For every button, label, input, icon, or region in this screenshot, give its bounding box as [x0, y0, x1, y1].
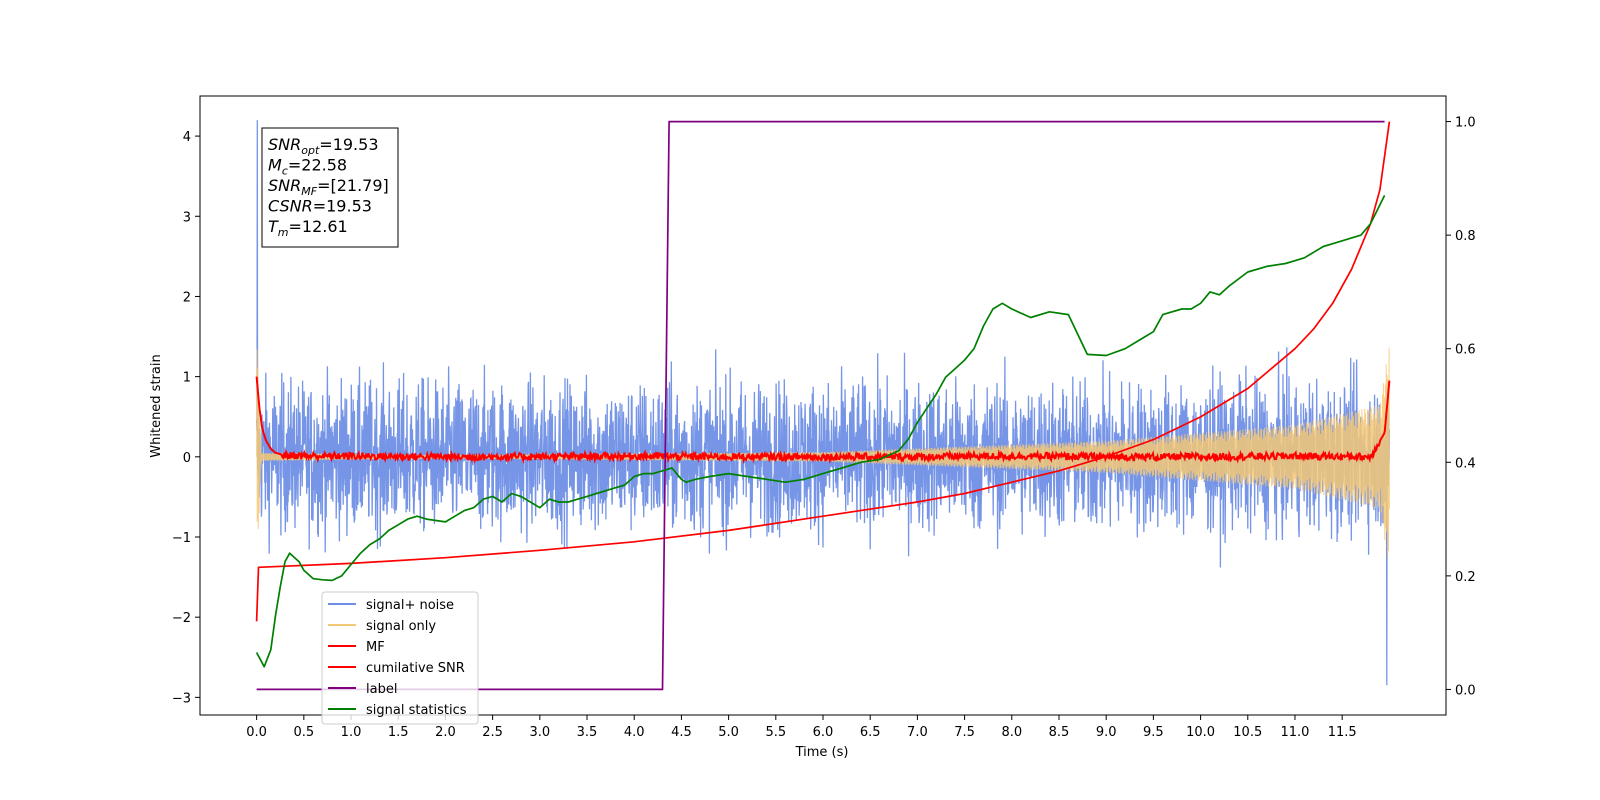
- x-tick-label: 4.5: [671, 725, 692, 740]
- legend-label: label: [366, 682, 397, 697]
- x-tick-label: 9.0: [1096, 725, 1117, 740]
- x-tick-label: 3.5: [577, 725, 598, 740]
- y2-tick-label: 0.4: [1455, 456, 1476, 471]
- y-tick-label: 3: [183, 210, 191, 225]
- y-tick-label: 0: [183, 451, 191, 466]
- x-tick-label: 11.0: [1280, 725, 1309, 740]
- annotation-line: Tm=12.61: [268, 217, 348, 239]
- y2-tick-label: 0.8: [1455, 229, 1476, 244]
- x-tick-label: 10.0: [1186, 725, 1215, 740]
- x-axis: 0.0 0.5 1.0 1.5 2.0 2.5 3.0 3.5 4.0 4.5 5.0 5.5 6.0 6…: [246, 715, 1357, 740]
- y-axis-label: Whitened strain: [149, 354, 164, 457]
- x-tick-label: 3.0: [529, 725, 550, 740]
- x-axis-label: Time (s): [795, 745, 849, 760]
- annotation-frame: [261, 127, 399, 248]
- x-tick-label: 7.0: [907, 725, 928, 740]
- x-tick-label: 7.5: [954, 725, 975, 740]
- annotation-line: SNRopt=19.53: [268, 135, 379, 157]
- legend: signal+ noise signal only MF cumilative SNR…: [321, 591, 479, 725]
- y-axis-left: −3 −2 −1 0 1 2 3 4: [172, 130, 200, 706]
- x-tick-label: 2.0: [435, 725, 456, 740]
- annotation-line: SNRMF=[21.79]: [268, 176, 389, 198]
- legend-frame: [321, 591, 479, 725]
- legend-label: cumilative SNR: [366, 661, 465, 676]
- y2-tick-label: 0.2: [1455, 570, 1476, 585]
- x-tick-label: 6.0: [813, 725, 834, 740]
- x-tick-label: 1.0: [341, 725, 362, 740]
- x-tick-label: 0.0: [246, 725, 267, 740]
- y2-tick-label: 0.0: [1455, 683, 1476, 698]
- legend-label: signal+ noise: [366, 598, 454, 613]
- x-tick-label: 9.5: [1143, 725, 1164, 740]
- series-cumilative-snr-line: [255, 121, 1391, 622]
- legend-label: MF: [366, 640, 385, 655]
- annotation-line: Mc=22.58: [268, 156, 347, 178]
- series-mf-line: [255, 376, 1391, 465]
- y-tick-label: 4: [183, 130, 191, 145]
- x-tick-label: 6.5: [860, 725, 881, 740]
- y-tick-label: −1: [172, 531, 191, 546]
- y-tick-label: −2: [172, 611, 191, 626]
- x-tick-label: 5.0: [718, 725, 739, 740]
- y-tick-label: 1: [183, 371, 191, 386]
- x-tick-label: 1.5: [388, 725, 409, 740]
- x-tick-label: 11.5: [1328, 725, 1357, 740]
- y2-tick-label: 0.6: [1455, 343, 1476, 358]
- y2-tick-label: 1.0: [1455, 116, 1476, 131]
- x-tick-label: 8.5: [1049, 725, 1070, 740]
- y-axis-right: 0.0 0.2 0.4 0.6 0.8 1.0: [1446, 116, 1476, 698]
- x-tick-label: 0.5: [293, 725, 314, 740]
- annotation-box: SNRopt=19.53Mc=22.58SNRMF=[21.79]CSNR=19…: [261, 127, 399, 248]
- x-tick-label: 8.0: [1001, 725, 1022, 740]
- x-tick-label: 4.0: [624, 725, 645, 740]
- y-tick-label: 2: [183, 290, 191, 305]
- y-tick-label: −3: [172, 691, 191, 706]
- series-signal-statistics-line: [255, 195, 1386, 668]
- legend-label: signal only: [366, 619, 436, 634]
- legend-label: signal statistics: [366, 703, 467, 718]
- x-tick-label: 5.5: [765, 725, 786, 740]
- annotation-line: CSNR=19.53: [268, 197, 372, 216]
- x-tick-label: 2.5: [482, 725, 503, 740]
- x-tick-label: 10.5: [1233, 725, 1262, 740]
